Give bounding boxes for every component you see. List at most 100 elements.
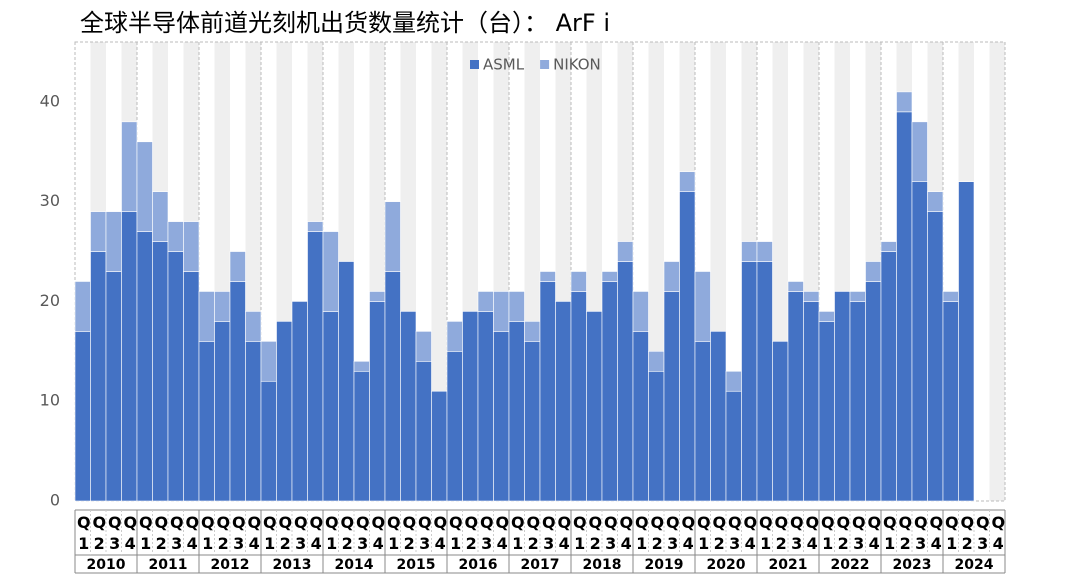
bar-segment [942,291,959,302]
x-tick-label: Q3 [849,513,868,555]
bar-segment [477,291,494,312]
group-label: 2011 [149,557,188,573]
x-tick-label: Q3 [725,513,744,555]
x-tick-label: Q3 [105,513,124,555]
bar-segment [415,361,432,502]
x-tick-label: Q1 [136,513,155,555]
bar-segment [446,321,463,352]
x-tick-label: Q1 [508,513,527,555]
x-tick-label: Q2 [214,513,233,555]
x-tick-label: Q2 [338,513,357,555]
bar-segment [927,211,944,502]
bar-segment [260,380,277,502]
x-tick-label: Q1 [446,513,465,555]
legend-label: NIKON [553,56,601,74]
x-tick-label: Q4 [493,513,512,555]
x-tick-label: Q3 [353,513,372,555]
bar-segment [570,271,587,292]
legend-swatch [470,60,479,69]
bar-segment [617,261,634,502]
bar-segment [570,291,587,502]
bar-segment [384,201,401,272]
x-tick-label: Q2 [586,513,605,555]
x-tick-label: Q4 [865,513,884,555]
bar-segment [136,231,153,502]
bar-segment [818,321,835,502]
bar-segment [849,301,866,502]
bar-segment [152,191,169,242]
bar-segment [679,171,696,192]
x-tick-label: Q2 [896,513,915,555]
x-tick-label: Q4 [741,513,760,555]
bar-segment [927,191,944,212]
bar-segment [214,291,231,322]
bar-segment [911,181,928,502]
bar-segment [90,211,107,252]
stripe [431,42,447,501]
bar-segment [167,251,184,502]
x-tick-label: Q2 [462,513,481,555]
x-tick-label: Q1 [942,513,961,555]
x-tick-label: Q3 [477,513,496,555]
x-tick-label: Q2 [276,513,295,555]
bar-segment [508,321,525,502]
group-label: 2017 [521,557,560,573]
bar-segment [74,331,91,502]
x-tick-label: Q2 [772,513,791,555]
bar-segment [291,301,308,502]
x-tick-label: Q2 [152,513,171,555]
bar-segment [880,241,897,252]
bar-segment [183,221,200,272]
bar-segment [725,390,742,502]
y-tick-label: 40 [40,91,60,110]
x-tick-label: Q1 [570,513,589,555]
y-tick-label: 10 [40,391,60,410]
bar-segment [865,281,882,502]
bar-segment [849,291,866,302]
x-tick-label: Q4 [431,513,450,555]
bar-segment [493,291,510,332]
x-tick-label: Q1 [880,513,899,555]
bar-segment [369,301,386,502]
bar-segment [694,271,711,342]
x-tick-label: Q2 [710,513,729,555]
x-tick-label: Q4 [989,513,1008,555]
bar-segment [105,271,122,502]
x-tick-label: Q3 [229,513,248,555]
bar-segment [415,331,432,362]
bar-segment [679,191,696,502]
bar-segment [539,281,556,502]
bar-segment [105,211,122,272]
x-tick-label: Q4 [555,513,574,555]
x-tick-label: Q4 [927,513,946,555]
bar-segment [524,341,541,502]
group-label: 2016 [459,557,498,573]
x-tick-label: Q1 [756,513,775,555]
bar-segment [477,311,494,502]
group-label: 2021 [769,557,808,573]
group-label: 2022 [831,557,870,573]
group-label: 2024 [955,557,994,573]
bar-segment [710,331,727,502]
y-tick-label: 20 [40,291,60,310]
bar-segment [648,370,665,502]
group-label: 2013 [273,557,312,573]
bar-segment [322,231,339,312]
bar-segment [772,341,789,502]
x-tick-label: Q3 [167,513,186,555]
group-label: 2020 [707,557,746,573]
bar-segment [214,321,231,502]
x-tick-label: Q3 [539,513,558,555]
bar-segment [803,291,820,302]
bar-segment [555,301,572,502]
bar-segment [896,91,913,113]
bar-segment [167,221,184,252]
bar-segment [787,281,804,292]
x-tick-label: Q3 [973,513,992,555]
bar-segment [74,281,91,332]
bar-segment [617,241,634,262]
x-tick-label: Q3 [911,513,930,555]
x-tick-label: Q4 [679,513,698,555]
bar-segment [198,291,215,342]
x-tick-label: Q1 [384,513,403,555]
